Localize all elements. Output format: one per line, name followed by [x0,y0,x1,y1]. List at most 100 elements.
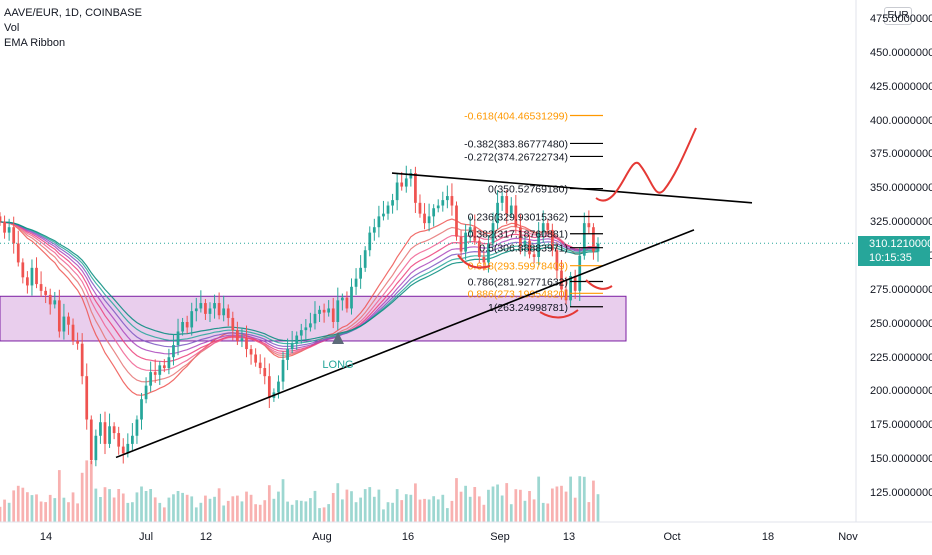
candle [423,213,426,224]
volume-bar [327,504,331,522]
candle [131,435,134,444]
volume-bar [573,497,577,522]
candle [236,330,239,341]
candle [217,303,221,316]
volume-bar [121,493,125,522]
price-tick-label: 125.00000000 [870,487,932,499]
ema-ribbon-indicator-label[interactable]: EMA Ribbon [4,37,66,49]
volume-bar [582,476,586,522]
fib-level-label: -0.382(383.86777480) [464,138,568,150]
symbol-title[interactable]: AAVE/EUR, 1D, COINBASE [4,7,142,19]
candle [181,322,184,332]
volume-bar [217,488,221,522]
volume-bar [71,492,75,522]
projection-drawing [595,127,697,202]
candle [135,419,139,436]
candle [578,255,582,291]
volume-bar [295,500,299,522]
volume-bar [432,496,436,522]
currency-button[interactable]: EUR [884,7,912,25]
candle [372,227,376,233]
volume-bar [596,494,600,522]
volume-bar [194,507,198,522]
time-tick-label: Oct [663,531,681,543]
volume-bar [546,503,550,522]
volume-bar [99,497,102,522]
candle [468,227,472,233]
candle [327,308,331,313]
candle [21,262,25,278]
volume-bar [313,490,317,522]
volume-bar [322,507,326,522]
volume-bar [459,491,463,522]
volume-bar [231,496,235,522]
candle [199,303,203,309]
volume-bar [254,504,258,522]
candle [322,309,326,313]
time-axis[interactable]: 14 Jul 12 Aug 16 Sep 13 Oct 18 Nov [0,522,858,550]
volume-bar [172,494,175,522]
volume-bar [240,501,244,522]
candle [459,236,463,252]
volume-bar [482,504,486,522]
volume-bar [267,485,271,522]
volume-bar [85,460,89,522]
candle [582,223,586,256]
volume-bar [44,502,48,522]
volume-bar [395,489,399,522]
candle [126,443,130,454]
volume-bar [427,499,431,522]
candle [258,362,262,369]
candle [172,345,175,358]
candle [112,426,116,434]
candle [560,270,563,290]
volume-bar [569,476,572,522]
candle [39,284,43,291]
volume-bar [487,489,490,522]
candle [144,385,148,400]
candle [537,232,541,257]
price-tick-label: 250.00000000 [870,317,932,330]
candle [514,205,518,228]
volume-bar [331,493,335,522]
candle [167,357,171,369]
candle [231,317,235,331]
candle [208,308,212,314]
volume-bar [286,501,289,522]
volume-bar [222,505,226,522]
price-tick-label: 350.00000000 [870,182,932,195]
annotation-arc [585,279,613,290]
candle [295,335,299,344]
volume-bar [245,491,248,522]
candle [541,223,545,233]
candle [254,354,258,363]
candle [436,205,440,209]
volume-bar [57,470,61,522]
volume-bar [140,486,143,522]
fib-level-label: 0.5(306.88883971) [479,243,568,255]
fib-level-label: -0.272(374.26722734) [464,151,568,163]
candle [3,221,6,233]
volume-bar [190,496,194,522]
candle [418,202,422,214]
volume-bar [0,506,2,522]
candle [94,435,98,461]
volume-bar [149,489,153,522]
volume-bar [236,495,239,522]
volume-bar [117,489,121,522]
volume-indicator-label[interactable]: Vol [4,22,20,34]
candle [76,340,79,344]
volume-bar [363,489,367,522]
candle [108,426,111,444]
descending-trendline [391,172,753,204]
time-tick-label: Nov [838,531,858,543]
volume-bar [94,488,98,522]
time-tick-label: Jul [138,531,154,543]
volume-bar [436,499,440,522]
fib-level-label: 0.382(317.18760881) [468,229,568,241]
candle [162,365,166,369]
candle [496,202,499,224]
candle [85,376,89,420]
